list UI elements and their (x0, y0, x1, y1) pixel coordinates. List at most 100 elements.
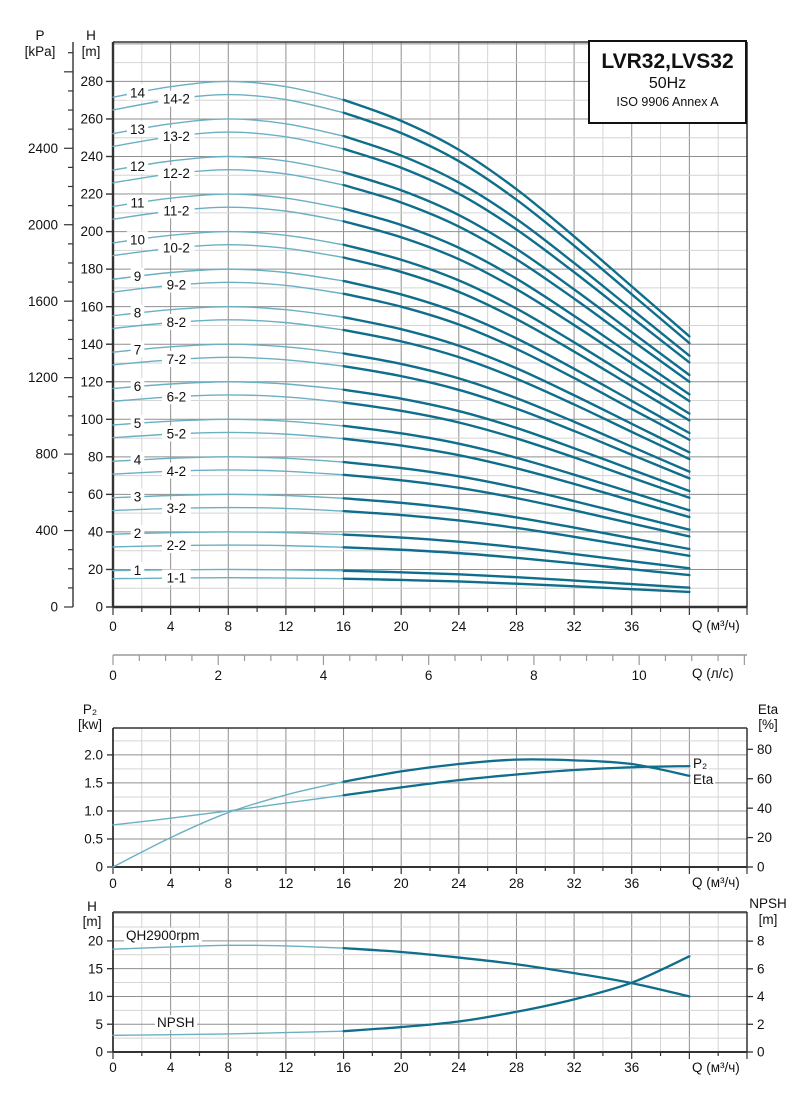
svg-text:6: 6 (757, 961, 765, 976)
svg-text:80: 80 (88, 449, 103, 464)
svg-text:32: 32 (567, 1060, 582, 1075)
svg-text:280: 280 (80, 74, 103, 89)
svg-text:13: 13 (130, 122, 145, 137)
svg-text:2: 2 (757, 1017, 765, 1032)
svg-text:3: 3 (134, 489, 142, 504)
svg-text:5: 5 (95, 1017, 103, 1032)
main-curves (112, 80, 691, 594)
svg-text:12: 12 (278, 876, 293, 891)
svg-text:16: 16 (336, 619, 351, 634)
svg-text:7: 7 (134, 342, 142, 357)
svg-text:8: 8 (225, 1060, 233, 1075)
svg-text:200: 200 (80, 224, 103, 239)
svg-text:0: 0 (757, 1045, 765, 1060)
svg-text:32: 32 (567, 876, 582, 891)
standard-label: ISO 9906 Annex A (616, 95, 719, 109)
svg-text:20: 20 (88, 562, 103, 577)
bottom-right-axis: 8 6 4 2 0 (747, 934, 765, 1060)
svg-text:800: 800 (35, 447, 58, 462)
svg-text:2.0: 2.0 (84, 748, 103, 763)
svg-text:16: 16 (336, 876, 351, 891)
svg-text:4: 4 (167, 1060, 175, 1075)
svg-text:8: 8 (225, 619, 233, 634)
svg-text:40: 40 (757, 801, 772, 816)
svg-text:32: 32 (567, 619, 582, 634)
svg-text:6: 6 (425, 668, 433, 683)
svg-text:14: 14 (130, 85, 146, 100)
svg-text:60: 60 (88, 487, 103, 502)
svg-text:140: 140 (80, 337, 103, 352)
svg-text:4: 4 (167, 876, 175, 891)
svg-text:400: 400 (35, 523, 58, 538)
svg-text:5: 5 (134, 416, 142, 431)
bottom-left-axis: 20 15 10 5 0 (88, 933, 113, 1060)
svg-text:8: 8 (757, 934, 765, 949)
p-axis-unit: [kPa] (24, 44, 56, 59)
svg-text:4-2: 4-2 (167, 464, 187, 479)
svg-text:4: 4 (320, 668, 328, 683)
ls-axis-unit: Q (л/с) (692, 666, 734, 681)
svg-text:6: 6 (134, 379, 142, 394)
svg-text:36: 36 (624, 619, 639, 634)
svg-text:4: 4 (757, 989, 765, 1004)
svg-text:2400: 2400 (28, 141, 58, 156)
svg-text:0: 0 (95, 600, 103, 615)
title-box: LVR32,LVS32 50Hz ISO 9906 Annex A (588, 40, 747, 124)
svg-text:260: 260 (80, 112, 103, 127)
p2-curve-label: P₂ (691, 756, 710, 771)
svg-text:24: 24 (451, 1060, 467, 1075)
svg-text:15: 15 (88, 961, 103, 976)
npsh-curve-label: NPSH (155, 1015, 197, 1030)
svg-text:100: 100 (80, 412, 103, 427)
svg-text:160: 160 (80, 299, 103, 314)
main-x-axis: 0 4 8 12 16 20 24 28 32 36 (109, 607, 748, 634)
main-curve-labels: 1 1-1 2 2-2 3 3-2 4 4-2 5 5-2 6 6-2 7 7-2 8 8-2 9 9-2 10 10… (126, 84, 195, 586)
svg-text:0.5: 0.5 (84, 832, 103, 847)
bottom-x-axis: 0 4 8 12 16 20 24 28 32 36 (109, 1052, 748, 1075)
frequency-label: 50Hz (648, 75, 687, 92)
svg-text:20: 20 (394, 619, 409, 634)
svg-text:10: 10 (130, 232, 145, 247)
svg-text:8: 8 (225, 876, 233, 891)
svg-text:80: 80 (757, 742, 772, 757)
mid-x-axis: 0 4 8 12 16 20 24 28 32 36 (109, 867, 748, 891)
p2-axis-unit: [kw] (77, 717, 102, 732)
eta-axis-title: Eta (757, 702, 779, 717)
svg-text:1: 1 (134, 563, 142, 578)
svg-text:0: 0 (109, 619, 117, 634)
svg-text:9: 9 (134, 269, 142, 284)
svg-text:8: 8 (134, 306, 142, 321)
svg-text:12: 12 (130, 159, 145, 174)
svg-text:16: 16 (336, 1060, 351, 1075)
bottom-x-axis-unit: Q (м³/ч) (692, 1060, 740, 1075)
svg-text:24: 24 (451, 876, 467, 891)
svg-text:4: 4 (167, 619, 175, 634)
svg-text:28: 28 (509, 876, 524, 891)
h2-axis-unit: [m] (82, 914, 102, 929)
bottom-curves (112, 944, 691, 1037)
mid-curves (112, 758, 691, 868)
svg-text:0: 0 (109, 876, 117, 891)
svg-text:12-2: 12-2 (163, 166, 190, 181)
svg-text:10-2: 10-2 (163, 241, 190, 256)
svg-text:0: 0 (757, 860, 765, 875)
svg-text:28: 28 (509, 619, 524, 634)
svg-text:6-2: 6-2 (167, 389, 187, 404)
svg-text:1-1: 1-1 (167, 571, 187, 586)
svg-text:60: 60 (757, 771, 772, 786)
h-axis-title: H (86, 28, 96, 43)
svg-text:36: 36 (624, 1060, 639, 1075)
svg-text:36: 36 (624, 876, 639, 891)
eta-curve-label: Eta (691, 772, 716, 787)
svg-text:3-2: 3-2 (167, 501, 187, 516)
svg-text:20: 20 (394, 1060, 409, 1075)
svg-text:8: 8 (530, 668, 538, 683)
svg-text:0: 0 (109, 1060, 117, 1075)
svg-text:20: 20 (88, 933, 103, 948)
svg-text:12: 12 (278, 619, 293, 634)
eta-axis-unit: [%] (758, 717, 778, 732)
mid-chart-grid (113, 728, 747, 867)
svg-text:11: 11 (130, 196, 144, 211)
svg-text:0: 0 (50, 600, 58, 615)
